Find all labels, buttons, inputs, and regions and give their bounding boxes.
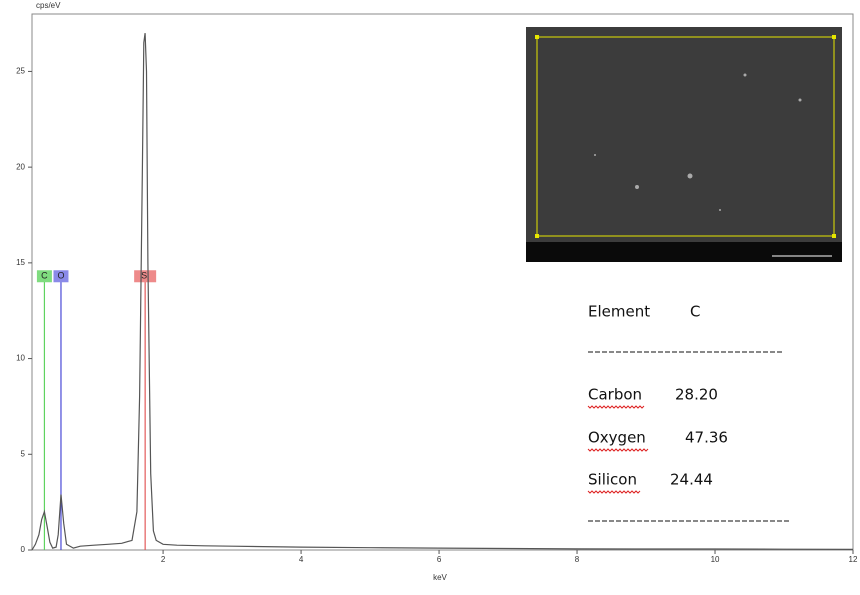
element-tag <box>134 270 157 283</box>
table-header: C <box>690 303 700 321</box>
y-tick-label: 5 <box>21 449 26 458</box>
element-label: C <box>41 271 48 281</box>
element-value: 28.20 <box>675 386 718 404</box>
x-tick-label: 8 <box>575 555 580 564</box>
spell-underline <box>587 405 645 409</box>
element-tag <box>36 270 52 283</box>
y-axis-label: cps/eV <box>36 1 61 10</box>
y-tick-label: 10 <box>16 354 25 363</box>
y-tick-label: 0 <box>21 545 26 554</box>
element-value: 24.44 <box>670 471 713 489</box>
x-tick-label: 6 <box>437 555 442 564</box>
dash-lines <box>588 351 790 522</box>
element-tag <box>53 270 69 283</box>
sem-image <box>526 27 842 262</box>
element-label: O <box>57 271 64 281</box>
sem-particles <box>594 73 802 211</box>
x-tick-label: 12 <box>849 555 858 564</box>
element-name: Carbon <box>588 386 642 404</box>
sem-corners <box>535 35 836 238</box>
element-name: Oxygen <box>588 429 646 447</box>
spell-underline <box>587 490 641 494</box>
x-axis-label: keV <box>433 573 447 582</box>
plot-frame <box>31 13 854 551</box>
sem-info-bar <box>526 242 842 262</box>
x-tick-label: 4 <box>299 555 304 564</box>
y-tick-label: 25 <box>16 67 25 76</box>
element-name: Silicon <box>588 471 637 489</box>
x-tick-label: 2 <box>161 555 166 564</box>
spectrum-line <box>31 33 854 551</box>
element-label: Si <box>141 271 149 281</box>
y-tick-label: 15 <box>16 258 25 267</box>
sem-inset <box>526 27 842 262</box>
x-tick-label: 10 <box>711 555 720 564</box>
y-tick-label: 20 <box>16 162 25 171</box>
table-header: Element <box>588 303 650 321</box>
element-value: 47.36 <box>685 429 728 447</box>
sem-frame <box>536 36 835 237</box>
spell-underline <box>587 448 649 452</box>
